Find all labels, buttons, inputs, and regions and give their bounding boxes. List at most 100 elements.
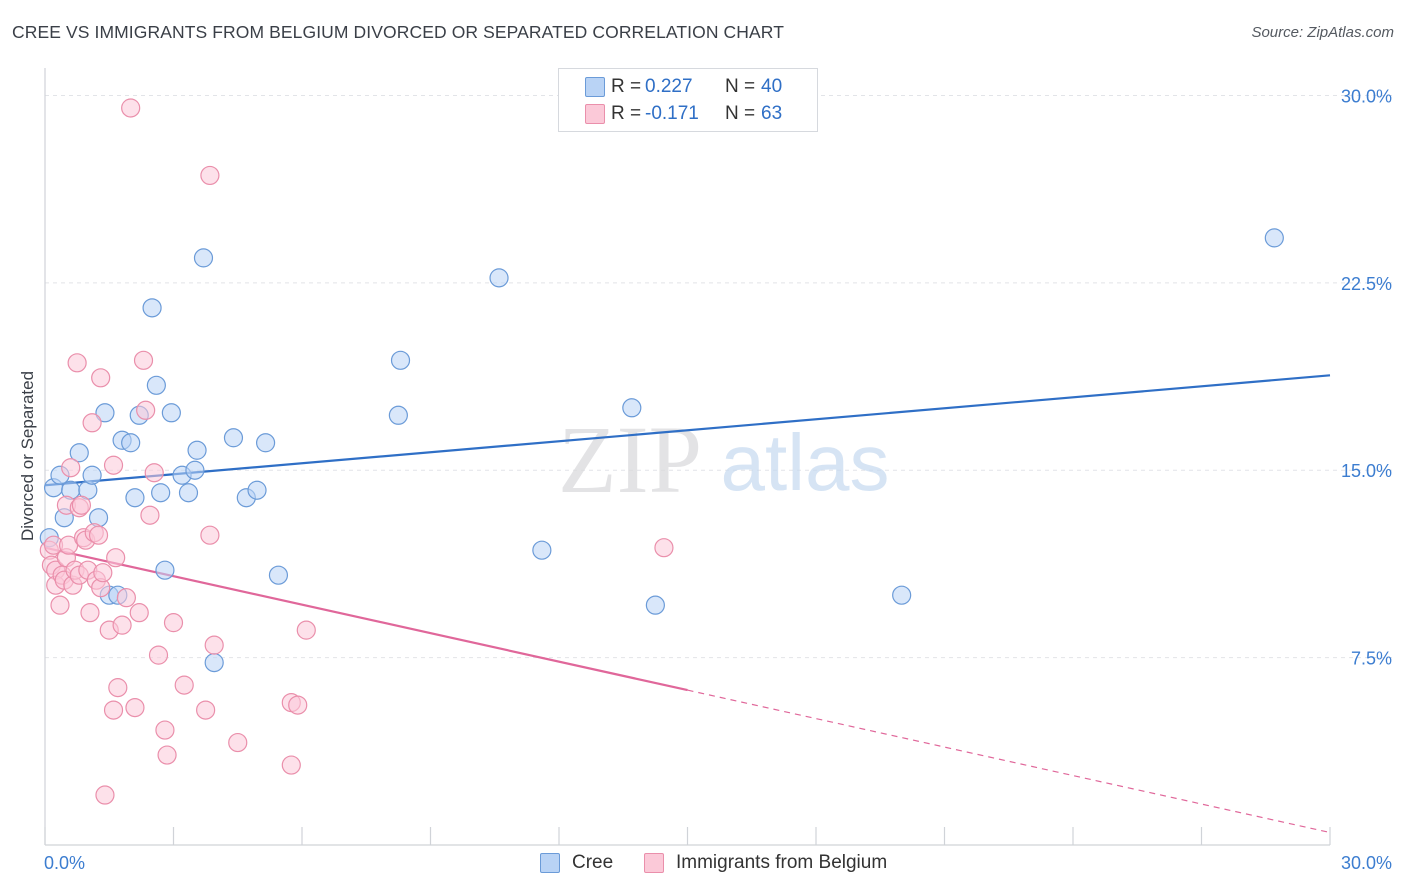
cree-point [185, 460, 205, 480]
belgium-trend-line [44, 546, 688, 692]
x-tick-label: 30.0% [1341, 853, 1392, 873]
belgium-point [228, 732, 248, 753]
y-tick-label: 22.5% [1341, 274, 1392, 294]
cree-point [645, 595, 665, 615]
belgium-point [174, 675, 194, 695]
cree-point [388, 405, 408, 425]
correlation-legend: R = 0.227 N = 40 R = -0.171 N = 63 [558, 68, 818, 132]
belgium-point [129, 603, 149, 623]
cree-point [390, 350, 411, 370]
series-legend-belgium: Immigrants from Belgium [644, 852, 887, 874]
legend-n-value: 63 [761, 103, 783, 124]
chart-title: CREE VS IMMIGRANTS FROM BELGIUM DIVORCED… [12, 22, 784, 42]
cree-trend-line [44, 374, 1331, 487]
legend-row-belgium: R = -0.171 N = 63 [585, 102, 783, 126]
belgium-point [136, 400, 156, 420]
cree-point [95, 403, 115, 423]
cree-point [532, 540, 552, 560]
legend-swatch-cree [585, 77, 605, 97]
cree-point [125, 488, 145, 508]
belgium-point [125, 697, 145, 718]
grid-lines [45, 94, 1392, 659]
watermark: ZIP atlas [558, 406, 889, 513]
belgium-point [116, 588, 136, 608]
cree-point [187, 440, 207, 460]
x-tick-label: 0.0% [44, 853, 85, 873]
cree-point [892, 585, 912, 605]
belgium-point [61, 458, 81, 478]
belgium-point [82, 413, 102, 433]
belgium-point [133, 350, 154, 370]
cree-point [255, 433, 276, 453]
cree-point [151, 483, 171, 503]
belgium-point [67, 353, 87, 373]
legend-n-label: N = [725, 103, 756, 124]
belgium-point [103, 455, 124, 475]
tick-labels: 7.5% 15.0% 22.5% 30.0% 0.0% 30.0% [44, 86, 1392, 873]
cree-point [161, 403, 181, 423]
belgium-point [200, 525, 220, 545]
belgium-point [112, 615, 132, 635]
cree-point [489, 268, 509, 288]
belgium-point [95, 785, 115, 805]
belgium-point [200, 165, 220, 186]
watermark-atlas: atlas [721, 418, 890, 507]
cree-point [69, 443, 89, 463]
belgium-point [103, 700, 124, 720]
data-points [39, 98, 1284, 805]
legend-n-value: 40 [761, 76, 783, 97]
legend-r-value: 0.227 [645, 76, 693, 97]
series-label-cree: Cree [572, 852, 614, 873]
y-tick-label: 15.0% [1341, 461, 1392, 481]
belgium-point [50, 595, 70, 615]
belgium-point [654, 538, 674, 558]
series-legend: Cree Immigrants from Belgium [0, 852, 1406, 878]
legend-n-label: N = [725, 76, 756, 97]
cree-point [178, 483, 199, 503]
belgium-point [281, 755, 301, 775]
belgium-point [204, 635, 224, 655]
cree-point [142, 298, 162, 318]
series-swatch-belgium [644, 853, 664, 873]
series-legend-cree: Cree [540, 852, 613, 874]
trend-lines [44, 374, 1331, 834]
belgium-point [148, 645, 169, 665]
source-label: Source: ZipAtlas.com [1251, 24, 1394, 41]
cree-point [121, 433, 141, 453]
cree-point [268, 565, 289, 585]
cree-point [82, 465, 102, 485]
cree-point [223, 428, 244, 448]
legend-swatch-belgium [585, 104, 605, 124]
axes [44, 68, 1331, 846]
belgium-point [296, 620, 316, 640]
belgium-point [157, 745, 177, 765]
belgium-point [91, 368, 111, 388]
belgium-point [196, 700, 216, 720]
legend-row-cree: R = 0.227 N = 40 [585, 75, 783, 99]
legend-r-value: -0.171 [645, 103, 699, 124]
belgium-point [108, 678, 128, 698]
cree-point [155, 560, 175, 580]
belgium-point [106, 548, 126, 568]
belgium-point [155, 720, 175, 740]
belgium-point [163, 613, 184, 633]
belgium-point [71, 495, 92, 515]
cree-point [622, 398, 642, 418]
cree-point [193, 248, 214, 268]
y-tick-label: 30.0% [1341, 86, 1392, 106]
belgium-point [140, 505, 160, 525]
belgium-point [144, 463, 164, 483]
belgium-point [121, 98, 141, 118]
belgium-point [93, 563, 113, 583]
legend-r-label: R = [611, 103, 642, 124]
series-label-belgium: Immigrants from Belgium [676, 852, 888, 873]
watermark-zip: ZIP [558, 406, 702, 513]
belgium-point [88, 525, 109, 545]
cree-point [1264, 228, 1284, 248]
cree-point [204, 653, 224, 673]
belgium-point [80, 603, 100, 623]
belgium-trend-extension [687, 689, 1331, 834]
y-tick-label: 7.5% [1351, 649, 1392, 669]
cree-point [146, 375, 166, 395]
